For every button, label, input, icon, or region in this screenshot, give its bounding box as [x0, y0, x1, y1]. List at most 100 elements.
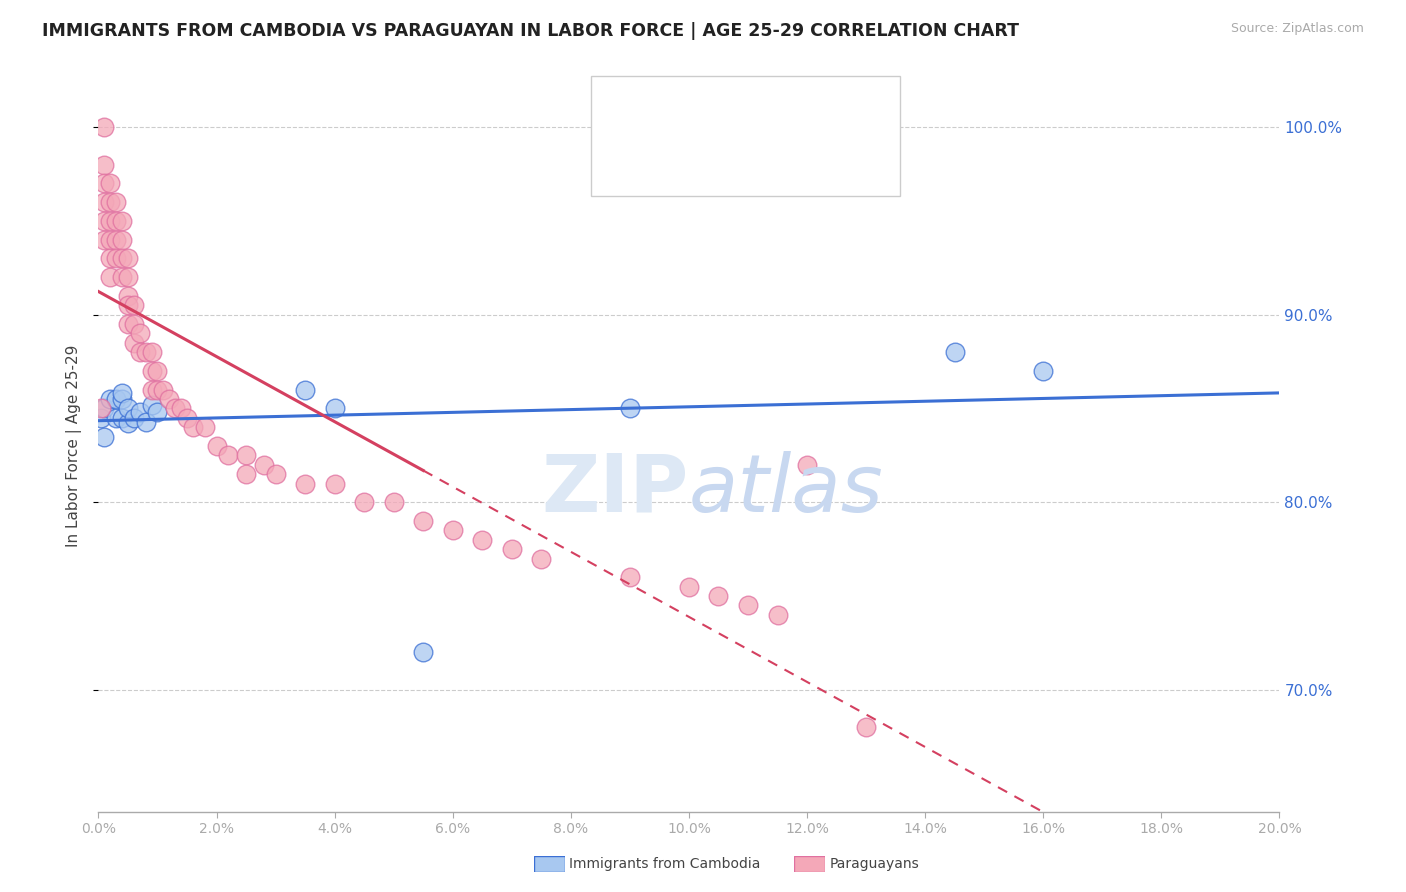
- Point: [323, 401, 346, 416]
- Point: [117, 317, 139, 331]
- Point: [796, 458, 818, 472]
- Point: [181, 420, 204, 434]
- Point: [619, 570, 641, 584]
- Point: [855, 720, 877, 734]
- Point: [90, 401, 112, 416]
- Point: [117, 289, 139, 303]
- Point: [471, 533, 494, 547]
- Point: [90, 410, 112, 425]
- Text: N =: N =: [759, 155, 797, 173]
- Point: [170, 401, 193, 416]
- Point: [146, 405, 169, 419]
- Point: [412, 645, 434, 659]
- Point: [98, 270, 121, 285]
- Point: [93, 120, 115, 135]
- Point: [111, 233, 134, 247]
- Point: [117, 298, 139, 312]
- Text: R =: R =: [634, 99, 671, 117]
- Point: [235, 467, 257, 482]
- Point: [707, 589, 730, 603]
- Point: [111, 386, 134, 401]
- Bar: [602, 88, 627, 128]
- Text: N =: N =: [759, 99, 797, 117]
- Point: [117, 417, 139, 431]
- Point: [105, 410, 128, 425]
- Point: [943, 345, 966, 359]
- Point: [141, 398, 163, 412]
- Point: [1032, 364, 1054, 378]
- Point: [93, 158, 115, 172]
- Y-axis label: In Labor Force | Age 25-29: In Labor Force | Age 25-29: [66, 345, 83, 547]
- Point: [194, 420, 217, 434]
- Point: [412, 514, 434, 528]
- Point: [93, 195, 115, 210]
- Point: [678, 580, 700, 594]
- Point: [530, 551, 553, 566]
- Text: ZIP: ZIP: [541, 450, 689, 529]
- Point: [111, 392, 134, 406]
- Point: [105, 214, 128, 228]
- Point: [93, 401, 115, 416]
- Point: [128, 405, 150, 419]
- Text: IMMIGRANTS FROM CAMBODIA VS PARAGUAYAN IN LABOR FORCE | AGE 25-29 CORRELATION CH: IMMIGRANTS FROM CAMBODIA VS PARAGUAYAN I…: [42, 22, 1019, 40]
- Point: [122, 410, 145, 425]
- Point: [323, 476, 346, 491]
- Point: [217, 449, 239, 463]
- Text: atlas: atlas: [689, 450, 884, 529]
- Point: [501, 542, 523, 557]
- Point: [128, 345, 150, 359]
- Point: [122, 298, 145, 312]
- Point: [353, 495, 375, 509]
- Point: [98, 177, 121, 191]
- Point: [146, 383, 169, 397]
- Point: [141, 364, 163, 378]
- Point: [93, 429, 115, 443]
- Point: [176, 410, 198, 425]
- Text: Immigrants from Cambodia: Immigrants from Cambodia: [569, 857, 761, 871]
- Point: [105, 252, 128, 266]
- Text: 0.204: 0.204: [672, 155, 728, 173]
- Point: [128, 326, 150, 341]
- Point: [235, 449, 257, 463]
- Point: [111, 214, 134, 228]
- Point: [294, 383, 316, 397]
- Point: [93, 233, 115, 247]
- Point: [152, 383, 174, 397]
- Point: [98, 252, 121, 266]
- Point: [111, 410, 134, 425]
- Point: [294, 476, 316, 491]
- Point: [141, 345, 163, 359]
- Point: [205, 439, 228, 453]
- Point: [619, 401, 641, 416]
- Point: [122, 317, 145, 331]
- Point: [98, 233, 121, 247]
- Point: [111, 270, 134, 285]
- Text: 22: 22: [801, 99, 825, 117]
- Bar: [602, 145, 627, 184]
- Point: [117, 401, 139, 416]
- Point: [122, 335, 145, 350]
- Text: 66: 66: [801, 155, 825, 173]
- Point: [105, 195, 128, 210]
- Point: [111, 252, 134, 266]
- Point: [382, 495, 405, 509]
- Point: [766, 607, 789, 622]
- Point: [117, 270, 139, 285]
- Point: [157, 392, 180, 406]
- Point: [737, 599, 759, 613]
- Point: [117, 252, 139, 266]
- Point: [93, 177, 115, 191]
- Text: R =: R =: [634, 155, 671, 173]
- Point: [105, 233, 128, 247]
- Point: [135, 415, 157, 429]
- Text: Source: ZipAtlas.com: Source: ZipAtlas.com: [1230, 22, 1364, 36]
- Point: [253, 458, 276, 472]
- Point: [135, 345, 157, 359]
- Text: 0.178: 0.178: [672, 99, 730, 117]
- Point: [105, 392, 128, 406]
- Point: [98, 214, 121, 228]
- Point: [93, 214, 115, 228]
- Point: [165, 401, 187, 416]
- Point: [264, 467, 287, 482]
- Point: [441, 524, 464, 538]
